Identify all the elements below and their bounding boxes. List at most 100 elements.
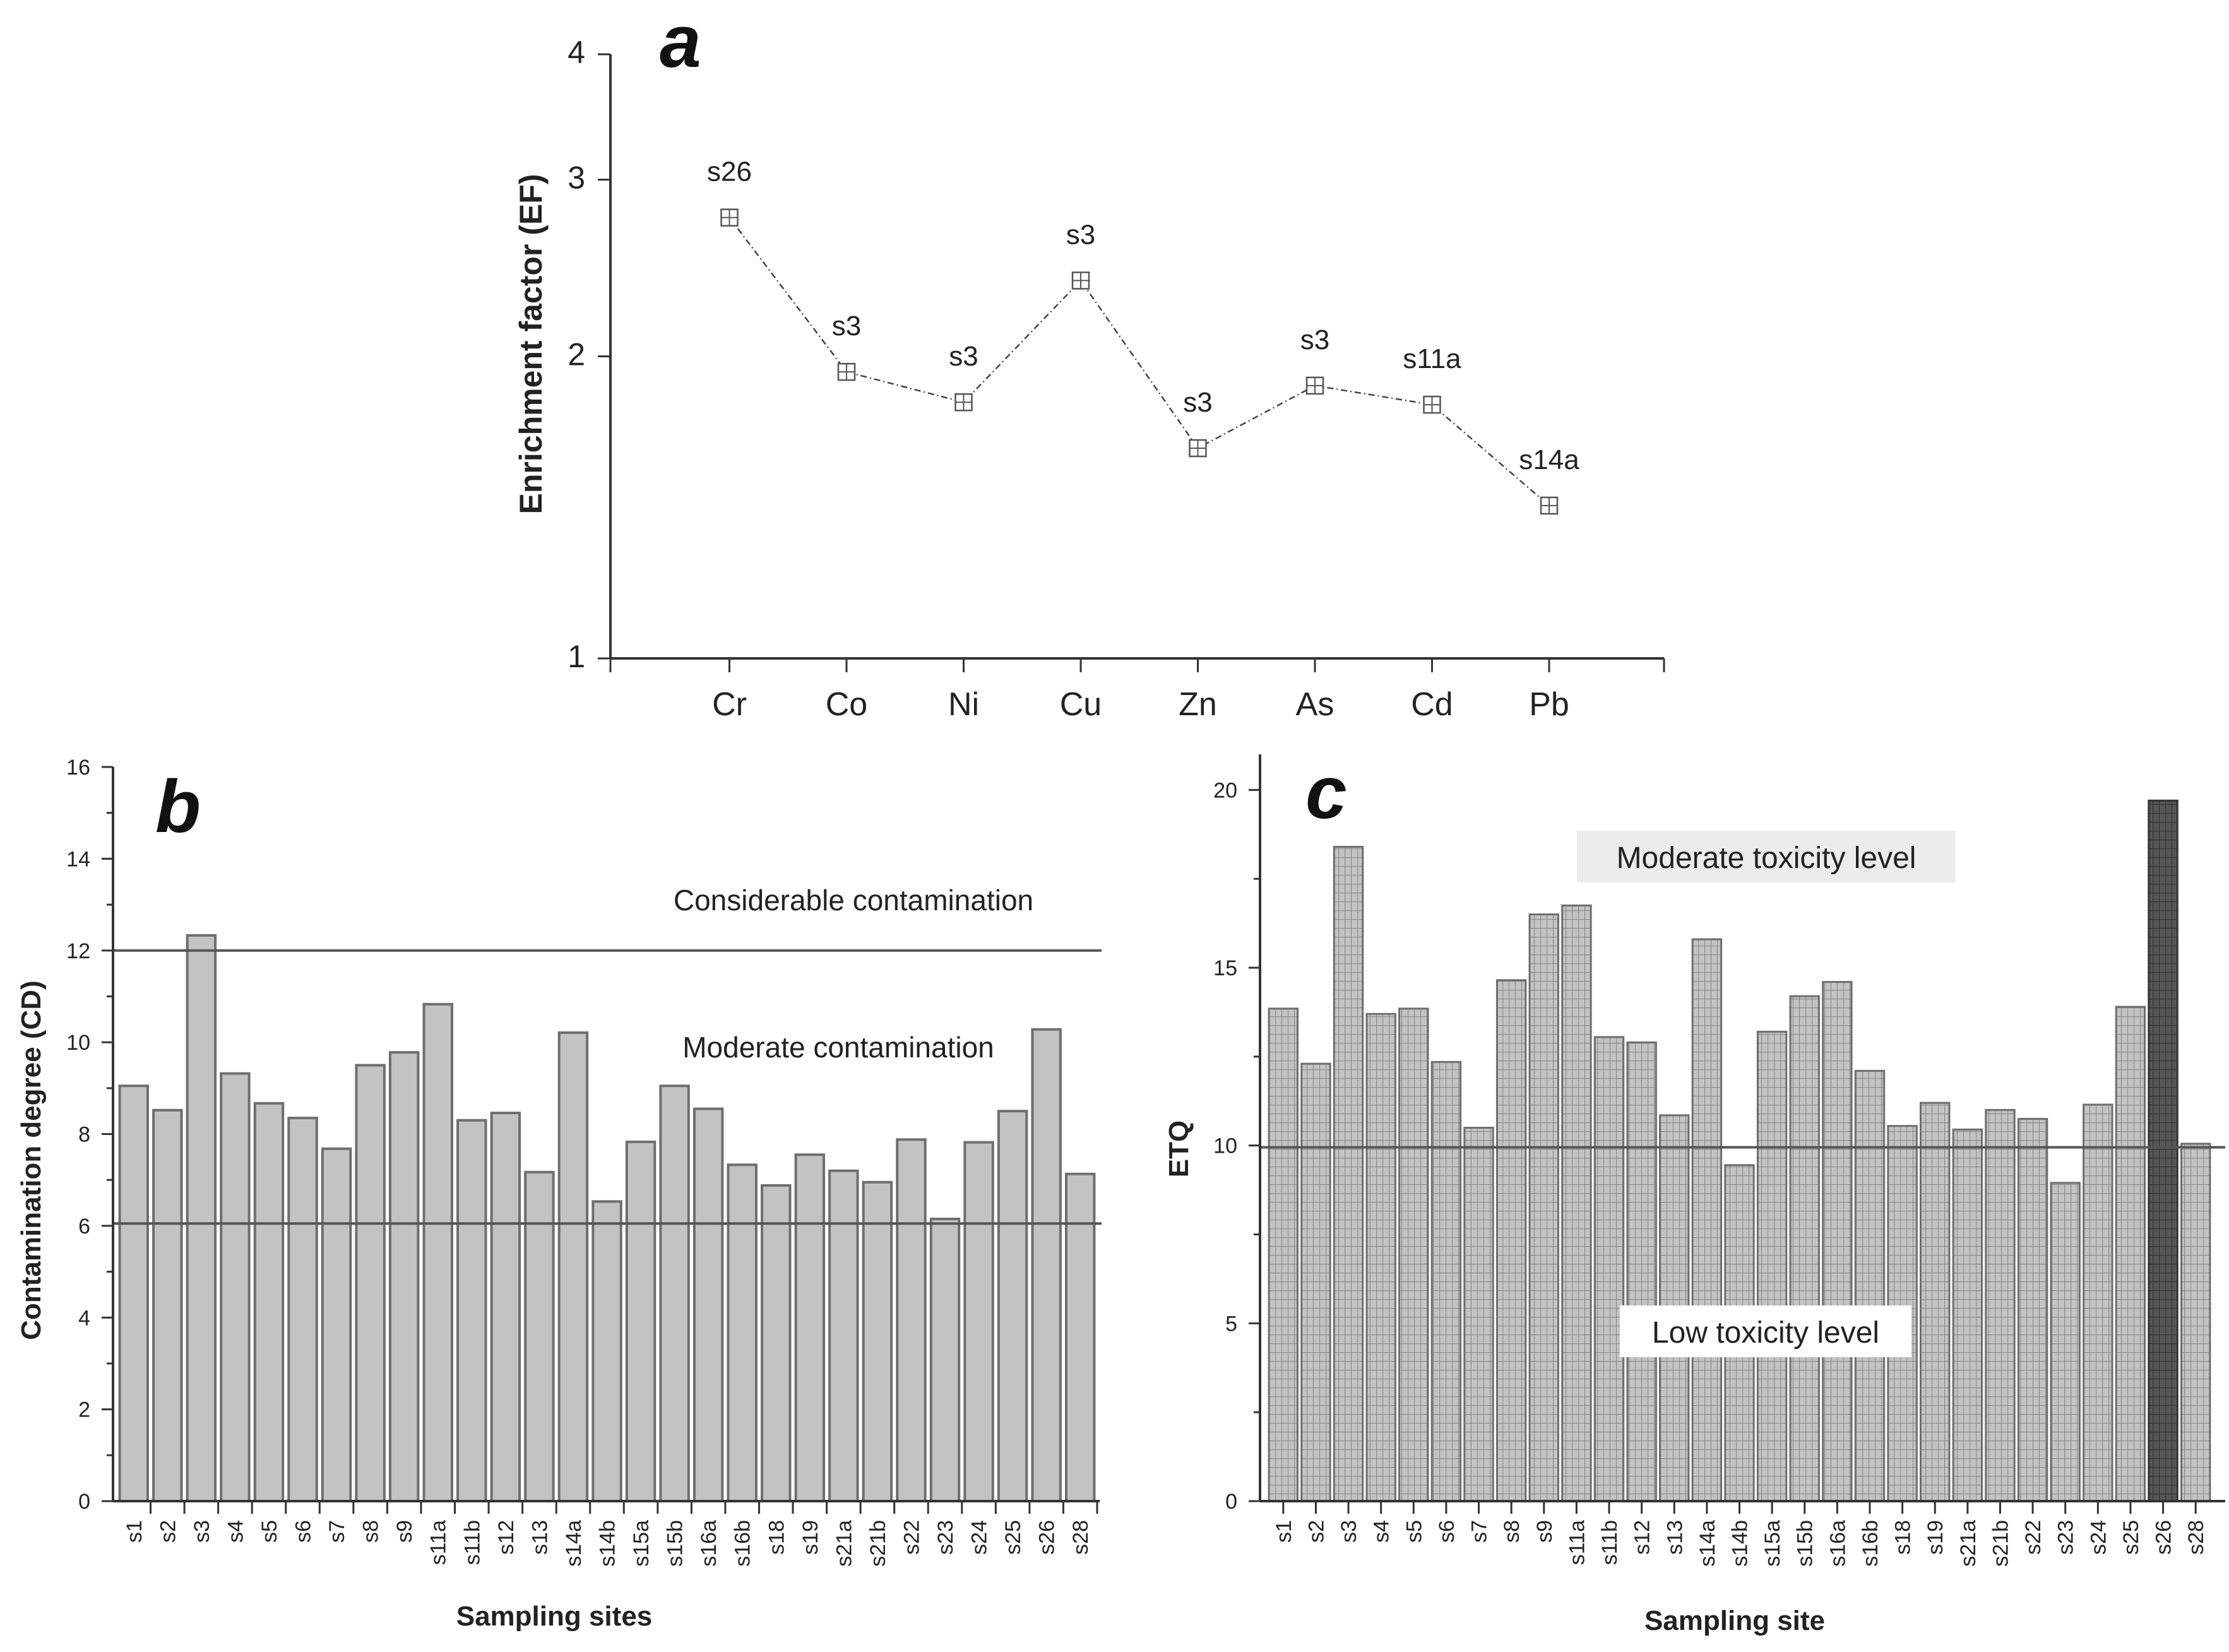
- panel-b-y-tick-label: 4: [78, 1306, 90, 1330]
- panel-a-x-label-as: As: [1296, 686, 1334, 723]
- panel-b-site-label: s23: [934, 1520, 958, 1555]
- panel-c-site-label: s4: [1370, 1520, 1394, 1543]
- panel-b-bars: [118, 934, 1096, 1503]
- panel-b-site-label: s18: [764, 1520, 788, 1555]
- panel-b-reference-lines: [113, 949, 1102, 1225]
- panel-b-x-axis-title: Sampling sites: [456, 1601, 653, 1632]
- panel-b-site-label: s11b: [460, 1520, 484, 1565]
- panel-a-point-cr: [720, 208, 739, 227]
- panel-b-site-label: s16a: [697, 1520, 721, 1567]
- panel-a-x-categories: Cr Co Ni Cu Zn As Cd Pb: [609, 658, 1665, 723]
- panel-a-point-label: s26: [707, 157, 752, 187]
- panel-b-site-label: s28: [1069, 1520, 1093, 1555]
- panel-b-bar-s3: [186, 934, 217, 1503]
- panel-c-site-label: s9: [1533, 1520, 1557, 1543]
- panel-b-site-label: s9: [393, 1520, 417, 1543]
- panel-c-site-label: s23: [2054, 1520, 2078, 1555]
- panel-a-y-axis-title: Enrichment factor (EF): [513, 174, 549, 514]
- panel-b-bar-s12: [490, 1112, 521, 1502]
- low-toxicity-label: Low toxicity level: [1652, 1316, 1879, 1350]
- panel-a-x-label-cr: Cr: [712, 686, 747, 723]
- panel-c-bar-s23: [2050, 1182, 2081, 1502]
- panel-c-site-label: s16a: [1826, 1520, 1850, 1567]
- panel-b-site-label: s5: [258, 1520, 282, 1543]
- panel-c-bar-s11b: [1593, 1036, 1625, 1502]
- panel-c-y-tick-label: 15: [1213, 956, 1237, 980]
- panel-c-bar-s16b: [1854, 1069, 1886, 1502]
- panel-a-y-tick-label: 1: [568, 639, 585, 674]
- panel-c-bar-s6: [1430, 1061, 1462, 1502]
- panel-c-bar-s15b: [1789, 995, 1820, 1502]
- panel-b-bar-s18: [761, 1184, 792, 1503]
- panel-a-points: [720, 208, 1559, 515]
- panel-b-bar-s16a: [692, 1107, 724, 1502]
- panel-c-bar-s19: [1920, 1102, 1951, 1502]
- panel-b-y-tick-label: 8: [78, 1123, 90, 1147]
- panel-c-x-axis-title: Sampling site: [1644, 1605, 1825, 1636]
- panel-c-site-label: s25: [2119, 1520, 2143, 1555]
- panel-c-bar-s22: [2017, 1117, 2048, 1502]
- panel-c-bar-s28: [2180, 1143, 2211, 1502]
- panel-c-site-label: s21a: [1956, 1520, 1980, 1567]
- panel-a-point-co: [837, 362, 856, 381]
- panel-a-y-tick-label: 3: [568, 160, 585, 196]
- panel-b-y-tick-label: 12: [66, 939, 90, 963]
- panel-b-bar-s9: [388, 1051, 420, 1502]
- panel-b-x-site-labels: s1 s2 s3 s4 s5 s6 s7 s8 s9 s11a s11b s12 s13 s14a s14b…: [122, 1501, 1098, 1567]
- panel-c-bar-s4: [1365, 1013, 1396, 1502]
- panel-c-bar-s21b: [1985, 1108, 2016, 1502]
- panel-b-bar-s21a: [828, 1169, 859, 1502]
- panel-b-site-label: s6: [292, 1520, 316, 1543]
- panel-c-site-label: s12: [1631, 1520, 1655, 1555]
- panel-b-bar-s15b: [659, 1084, 690, 1502]
- panel-c-y-tick-label: 10: [1213, 1134, 1237, 1158]
- panel-b-y-axis-title: Contamination degree (CD): [16, 980, 47, 1340]
- panel-a-point-as: [1305, 376, 1324, 395]
- panel-b-bar-s14b: [591, 1200, 622, 1502]
- panel-c-site-label: s14b: [1728, 1520, 1752, 1567]
- panel-b-bar-s11a: [422, 1002, 453, 1503]
- panel-b-bar-s11b: [456, 1119, 487, 1502]
- panel-a-point-label: s3: [1183, 387, 1212, 418]
- panel-c-bar-s3: [1333, 845, 1364, 1502]
- panel-c-bars: [1268, 799, 2211, 1502]
- panel-c-site-label: s11b: [1598, 1520, 1622, 1565]
- panel-b-y-tick-label: 6: [78, 1215, 90, 1239]
- panel-a-point-ni: [954, 393, 973, 412]
- panel-a-point-label: s14a: [1519, 444, 1579, 475]
- panel-b-bar-s4: [220, 1072, 251, 1502]
- panel-a-y-ticks: 1 2 3 4: [568, 35, 610, 674]
- panel-b-site-label: s11a: [427, 1520, 451, 1565]
- panel-b-bar-s6: [287, 1117, 318, 1502]
- panel-b-site-label: s13: [528, 1520, 552, 1555]
- panel-c-bar-s11a: [1561, 904, 1592, 1502]
- panel-b-site-label: s21a: [832, 1520, 856, 1567]
- panel-c-bar-s8: [1495, 979, 1527, 1502]
- panel-a-series-path: [728, 217, 1550, 506]
- panel-c-bar-s16a: [1822, 981, 1853, 1502]
- panel-b-site-label: s19: [799, 1520, 823, 1555]
- panel-b-bar-s5: [253, 1102, 285, 1502]
- panel-c-y-axis-title: ETQ: [1163, 1120, 1194, 1177]
- panel-a-x-label-cd: Cd: [1411, 686, 1453, 723]
- panel-b-site-label: s14b: [596, 1520, 620, 1567]
- panel-b-site-label: s14a: [562, 1520, 586, 1567]
- panel-a-point-labels: s26 s3 s3 s3 s3 s3 s11a s14a: [707, 157, 1579, 475]
- panel-b-y-tick-label: 16: [66, 756, 90, 780]
- panel-c-bar-s7: [1463, 1127, 1494, 1502]
- panel-c-bar-s24: [2083, 1103, 2113, 1502]
- panel-c-site-label: s14a: [1696, 1520, 1720, 1567]
- considerable-contamination-label: Considerable contamination: [674, 884, 1033, 917]
- panel-c-bar-s26: [2148, 799, 2178, 1502]
- panel-a-x-label-co: Co: [826, 686, 867, 723]
- panel-c-site-label: s21b: [1988, 1520, 2012, 1567]
- panel-c-site-label: s8: [1500, 1520, 1524, 1543]
- moderate-contamination-label: Moderate contamination: [682, 1031, 994, 1064]
- panel-a-x-label-cu: Cu: [1060, 686, 1102, 723]
- panel-c-bar-s25: [2115, 1006, 2146, 1502]
- panel-c-bar-s12: [1626, 1041, 1657, 1502]
- panel-c-site-label: s1: [1272, 1520, 1296, 1543]
- panel-b-bar-s22: [896, 1138, 927, 1503]
- panel-c-site-label: s5: [1402, 1520, 1426, 1543]
